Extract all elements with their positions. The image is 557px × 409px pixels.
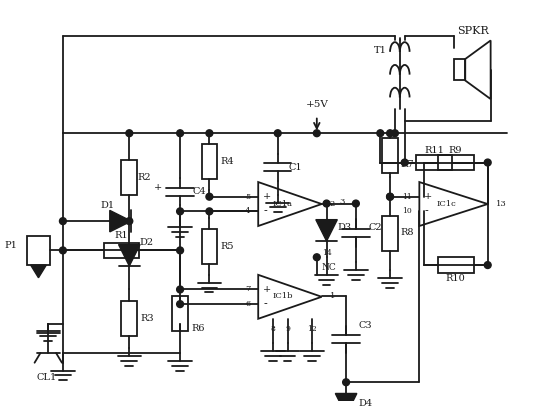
Text: -: - (263, 207, 267, 216)
Text: D3: D3 (337, 223, 351, 232)
Circle shape (177, 286, 183, 293)
Circle shape (177, 301, 183, 308)
Text: +5V: +5V (305, 100, 328, 109)
Text: -: - (424, 207, 428, 216)
Circle shape (387, 130, 393, 137)
Text: D1: D1 (101, 201, 115, 210)
Text: R1: R1 (115, 231, 128, 240)
Text: 12: 12 (307, 324, 317, 333)
Circle shape (275, 130, 281, 137)
Circle shape (377, 130, 384, 137)
Text: D4: D4 (359, 399, 373, 408)
Circle shape (387, 193, 393, 200)
Polygon shape (110, 210, 131, 232)
Text: 11: 11 (402, 193, 412, 201)
Bar (453, 59, 465, 81)
Circle shape (392, 130, 398, 137)
Text: 10: 10 (402, 207, 412, 216)
Circle shape (206, 208, 213, 215)
Text: 6: 6 (245, 300, 251, 308)
Circle shape (353, 200, 359, 207)
Text: R4: R4 (220, 157, 234, 166)
Circle shape (206, 130, 213, 137)
Text: R7: R7 (401, 160, 414, 169)
Text: +: + (154, 183, 163, 192)
Text: IC1b: IC1b (272, 292, 293, 300)
Circle shape (314, 130, 320, 137)
Circle shape (387, 193, 393, 200)
Circle shape (177, 208, 183, 215)
Bar (438, 257, 473, 273)
Text: 1: 1 (330, 292, 335, 300)
Bar (202, 144, 217, 179)
Text: 5: 5 (245, 193, 251, 201)
Text: R11: R11 (424, 146, 444, 155)
Text: 8: 8 (270, 324, 275, 333)
Text: T1: T1 (374, 46, 387, 55)
Circle shape (206, 193, 213, 200)
Text: R2: R2 (137, 173, 151, 182)
Bar (202, 229, 217, 264)
Circle shape (126, 130, 133, 137)
Bar (172, 296, 188, 331)
Bar (382, 137, 398, 173)
Text: -: - (263, 299, 267, 309)
Text: +: + (263, 192, 271, 201)
Text: R3: R3 (140, 314, 154, 323)
Circle shape (177, 247, 183, 254)
Bar (438, 155, 473, 170)
Text: R10: R10 (446, 274, 465, 283)
Bar (417, 155, 452, 170)
Circle shape (126, 247, 133, 254)
Circle shape (177, 130, 183, 137)
Text: NC: NC (322, 263, 336, 272)
Bar (121, 301, 137, 336)
Bar (121, 160, 137, 195)
Text: C3: C3 (359, 321, 373, 330)
Circle shape (401, 159, 408, 166)
Circle shape (126, 218, 133, 225)
Text: D2: D2 (140, 238, 154, 247)
Text: 14: 14 (322, 249, 331, 257)
Text: IC1a: IC1a (272, 200, 292, 207)
Circle shape (484, 262, 491, 268)
Polygon shape (316, 220, 338, 241)
Polygon shape (31, 265, 46, 278)
Text: C4: C4 (193, 187, 207, 196)
Text: IC1c: IC1c (437, 200, 457, 207)
Text: 7: 7 (245, 285, 251, 294)
Circle shape (60, 247, 66, 254)
Text: CL1: CL1 (36, 373, 56, 382)
Text: C2: C2 (369, 223, 382, 232)
Text: R6: R6 (191, 324, 204, 333)
Circle shape (323, 200, 330, 207)
Text: R9: R9 (449, 146, 462, 155)
Polygon shape (335, 393, 357, 409)
Text: +: + (263, 285, 271, 294)
Text: R8: R8 (401, 228, 414, 237)
Bar (27, 236, 50, 265)
Text: +: + (424, 192, 432, 201)
Bar (104, 243, 139, 258)
Text: C1: C1 (289, 163, 302, 172)
Circle shape (60, 218, 66, 225)
Circle shape (314, 254, 320, 261)
Polygon shape (119, 245, 140, 266)
Circle shape (484, 159, 491, 166)
Text: 2: 2 (330, 200, 335, 207)
Text: P1: P1 (4, 241, 17, 250)
Text: 4: 4 (245, 207, 251, 216)
Text: 3: 3 (339, 198, 345, 206)
Text: SPKR: SPKR (457, 26, 489, 36)
Text: 13: 13 (496, 200, 506, 207)
Text: 9: 9 (285, 324, 290, 333)
Bar (382, 216, 398, 251)
Text: R5: R5 (220, 242, 234, 251)
Circle shape (343, 379, 350, 386)
